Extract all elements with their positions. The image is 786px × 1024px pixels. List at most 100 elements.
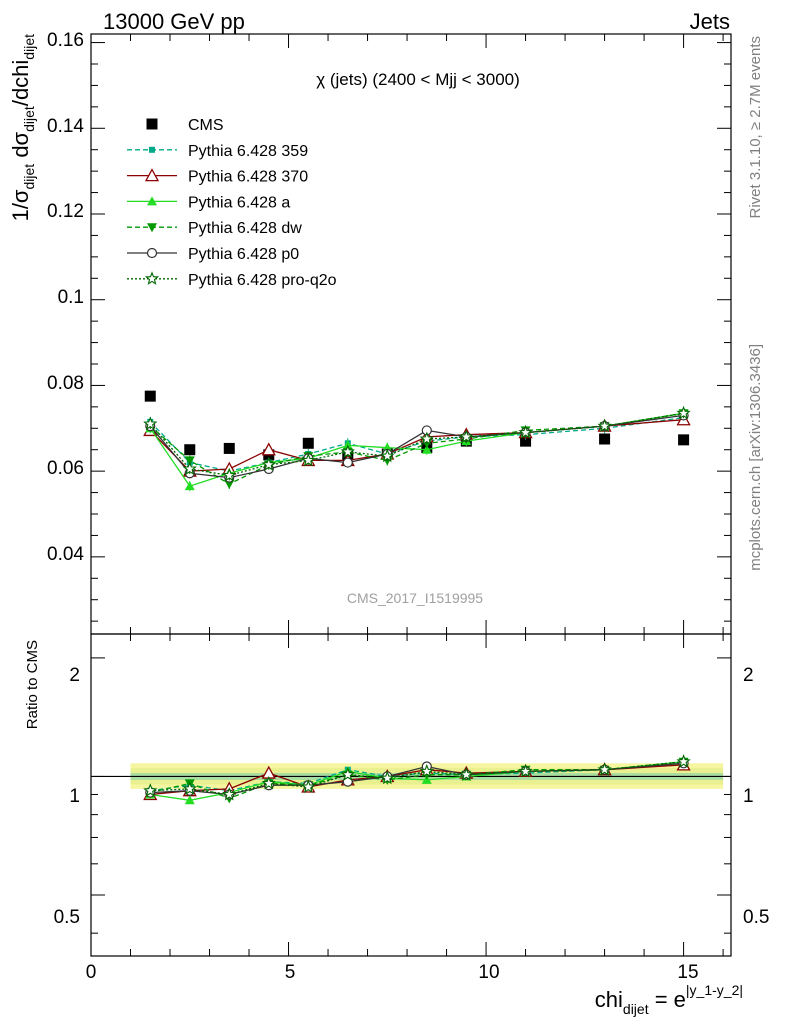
main-ylabel-p5: dijet — [21, 34, 37, 60]
x-tick-2: 10 — [478, 962, 499, 983]
x-label-sub: dijet — [623, 1001, 649, 1017]
legend: CMS Pythia 6.428 359 Pythia 6.428 370 Pythi… — [127, 117, 337, 289]
series-ratio — [143, 754, 691, 805]
data-point — [518, 425, 533, 439]
series-pythia-6-428-pro-q2o — [143, 405, 691, 482]
data-point — [182, 461, 197, 476]
header-left: 13000 GeV pp — [103, 9, 245, 34]
ratio-point — [222, 787, 237, 801]
legend-item: CMS — [146, 117, 224, 134]
ratio-line — [150, 761, 684, 796]
x-label-eq: = e — [649, 987, 686, 1012]
x-label-main: chi — [595, 987, 623, 1012]
ratio-point — [261, 775, 276, 790]
legend-label: Pythia 6.428 pro-q2o — [188, 272, 337, 289]
header-right: Jets — [690, 9, 730, 34]
ratio-point — [459, 767, 474, 781]
main-ylabel-p4: /dchi — [8, 60, 33, 106]
data-point — [520, 435, 532, 447]
x-tick-labels: 0 5 10 15 — [86, 962, 699, 983]
main-ytick-labels: 0.04 0.06 0.08 0.1 0.12 0.14 0.16 — [47, 30, 84, 565]
main-ytick-6: 0.16 — [47, 30, 84, 51]
data-point — [261, 457, 276, 471]
data-point — [419, 431, 434, 446]
analysis-tag: CMS_2017_I1519995 — [347, 590, 483, 606]
legend-label: Pythia 6.428 370 — [188, 169, 308, 186]
ratio-series-pythia-6-428-pro-q2o — [143, 754, 691, 801]
ratio-plot-frame — [90, 633, 732, 957]
legend-swatch-marker — [146, 247, 158, 259]
ratio-point — [419, 763, 434, 778]
data-point — [184, 444, 196, 456]
legend-swatch-marker — [147, 196, 157, 206]
legend-item: Pythia 6.428 pro-q2o — [127, 271, 337, 289]
ratio-point — [184, 795, 195, 805]
rivet-label: Rivet 3.1.10, ≥ 2.7M events — [747, 36, 764, 219]
data-point — [261, 442, 276, 456]
legend-item: Pythia 6.428 370 — [127, 168, 308, 186]
ratio-ytick-right-1: 1 — [743, 786, 754, 807]
main-plot-frame — [90, 33, 732, 635]
data-point — [676, 405, 691, 420]
main-ytick-2: 0.08 — [47, 373, 84, 394]
data-point — [223, 442, 235, 454]
data-point — [301, 452, 316, 467]
ratio-ytick-right-0: 0.5 — [743, 907, 769, 928]
data-point — [184, 456, 195, 466]
legend-label: Pythia 6.428 dw — [188, 220, 302, 237]
main-ylabel-p3: dijet — [21, 106, 37, 132]
ratio-ytick-left-1: 1 — [69, 786, 80, 807]
ratio-line — [150, 761, 684, 799]
main-ylabel: 1/σdijet dσdijet/dchidijet — [8, 34, 37, 222]
ratio-point — [182, 781, 197, 795]
data-point — [459, 429, 474, 443]
main-title: χ (jets) (2400 < Mjj < 3000) — [316, 70, 520, 89]
data-point — [382, 442, 393, 452]
data-point — [222, 467, 237, 482]
data-point — [380, 448, 395, 463]
data-point — [340, 444, 355, 458]
ratio-ytick-left-2: 2 — [69, 665, 80, 686]
legend-item: Pythia 6.428 359 — [127, 143, 308, 160]
ratio-point — [597, 762, 612, 776]
data-point — [678, 434, 690, 446]
main-ytick-1: 0.06 — [47, 458, 84, 479]
legend-label: Pythia 6.428 359 — [188, 143, 308, 160]
data-point — [184, 481, 195, 491]
legend-item: Pythia 6.428 a — [127, 194, 290, 211]
ratio-point — [301, 779, 316, 794]
main-ytick-4: 0.12 — [47, 201, 84, 222]
data-point — [599, 433, 611, 445]
main-ytick-3: 0.1 — [58, 287, 84, 308]
main-ylabel-p1: dijet — [21, 164, 37, 190]
data-point — [302, 437, 314, 449]
x-tick-3: 15 — [677, 962, 698, 983]
x-tick-0: 0 — [86, 962, 97, 983]
ratio-ytick-labels: 0.5 1 2 0.5 1 2 — [54, 665, 770, 928]
x-axis-label: chidijet = e|y_1-y_2| — [595, 982, 743, 1017]
mcplots-label: mcplots.cern.ch [arXiv:1306.3436] — [747, 344, 764, 571]
data-point — [144, 390, 156, 402]
data-point — [421, 444, 432, 454]
legend-swatch-marker — [146, 118, 158, 130]
main-ytick-5: 0.14 — [47, 116, 84, 137]
series-line — [149, 414, 684, 479]
data-point — [597, 418, 612, 433]
ratio-point — [518, 763, 533, 778]
x-label-sup: |y_1-y_2| — [686, 982, 743, 998]
data-point — [224, 480, 235, 489]
legend-swatch-marker — [144, 271, 160, 285]
data-point — [342, 457, 353, 468]
series-line — [149, 412, 684, 485]
ratio-point — [143, 783, 158, 797]
ratio-point — [380, 770, 395, 785]
legend-item: Pythia 6.428 dw — [127, 220, 302, 237]
legend-label: Pythia 6.428 p0 — [188, 246, 299, 263]
legend-item: Pythia 6.428 p0 — [127, 246, 299, 263]
legend-label: CMS — [188, 117, 224, 134]
legend-label: Pythia 6.428 a — [188, 194, 290, 211]
main-ylabel-p0: 1/σ — [8, 189, 33, 221]
series-main — [143, 390, 691, 492]
legend-swatch-marker — [144, 168, 160, 182]
